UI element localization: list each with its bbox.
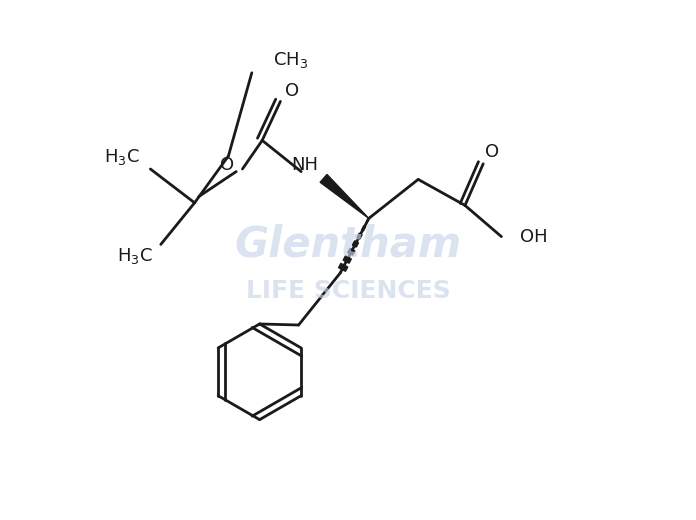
Text: O: O — [486, 144, 500, 161]
Polygon shape — [352, 241, 358, 247]
Text: O: O — [220, 157, 234, 174]
Text: OH: OH — [520, 228, 547, 245]
Text: H$_3$C: H$_3$C — [117, 246, 153, 266]
Polygon shape — [343, 256, 351, 263]
Polygon shape — [320, 175, 369, 218]
Polygon shape — [338, 264, 348, 271]
Polygon shape — [361, 226, 365, 231]
Text: O: O — [285, 82, 299, 100]
Text: NH: NH — [292, 156, 318, 174]
Polygon shape — [348, 249, 355, 255]
Text: Glentham: Glentham — [235, 224, 461, 265]
Text: LIFE SCIENCES: LIFE SCIENCES — [246, 279, 450, 303]
Text: H$_3$C: H$_3$C — [104, 147, 140, 167]
Polygon shape — [366, 218, 369, 223]
Polygon shape — [357, 233, 362, 239]
Text: CH$_3$: CH$_3$ — [273, 50, 308, 70]
